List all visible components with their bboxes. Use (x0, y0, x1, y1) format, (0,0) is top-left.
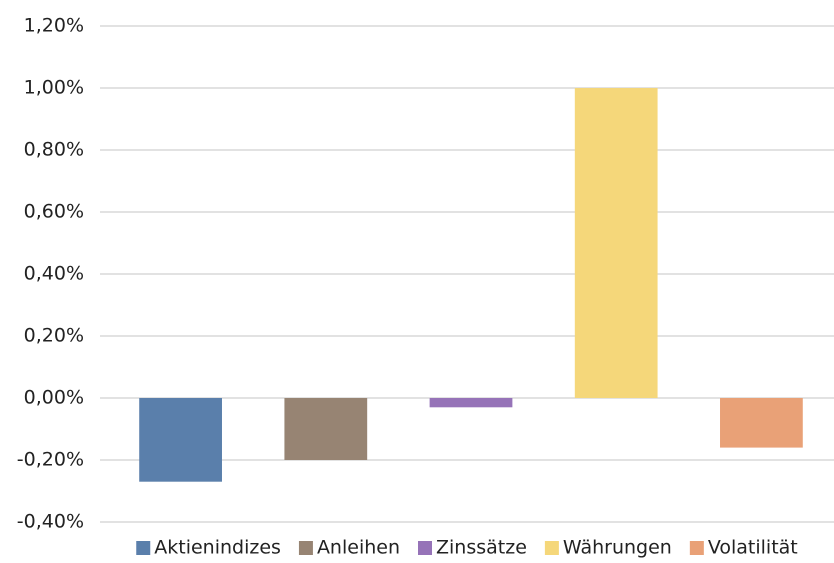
bar (574, 88, 658, 398)
y-tick-label: 1,20% (24, 15, 84, 37)
legend-label: Zinssätze (436, 537, 527, 559)
y-tick-label: 0,60% (24, 201, 84, 223)
y-tick-label: -0,20% (17, 449, 84, 471)
legend-swatch (689, 541, 704, 555)
legend-swatch (544, 541, 559, 555)
bar (720, 398, 803, 448)
legend-swatch (136, 541, 151, 555)
y-tick-label: -0,40% (17, 511, 84, 533)
bar (284, 398, 368, 460)
y-tick-label: 0,80% (24, 139, 84, 161)
bar (429, 398, 513, 408)
y-tick-label: 0,40% (24, 263, 84, 285)
legend-label: Volatilität (708, 537, 798, 559)
legend-label: Währungen (563, 537, 672, 559)
bar (139, 398, 222, 482)
legend-label: Anleihen (317, 537, 400, 559)
y-tick-label: 0,00% (24, 387, 84, 409)
legend-swatch (418, 541, 432, 555)
legend-swatch (298, 541, 313, 555)
y-tick-label: 0,20% (24, 325, 84, 347)
legend-label: Aktienindizes (154, 537, 281, 559)
y-tick-label: 1,00% (24, 77, 84, 99)
